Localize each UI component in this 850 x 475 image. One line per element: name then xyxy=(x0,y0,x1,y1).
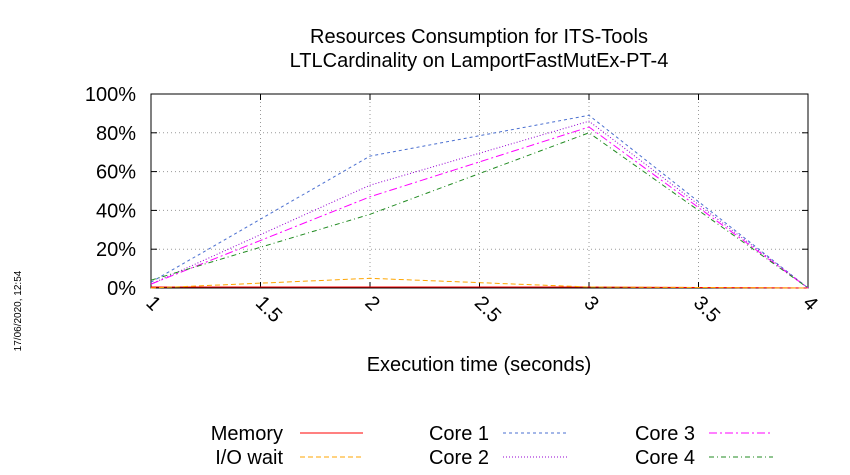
x-tick-label: 1.5 xyxy=(251,292,286,327)
series-line-core-4 xyxy=(150,132,809,289)
series-line-i-o-wait xyxy=(150,277,809,289)
y-tick-label: 80% xyxy=(96,123,136,145)
x-axis-label: Execution time (seconds) xyxy=(367,354,592,376)
grid xyxy=(151,94,808,288)
series-line-core-1 xyxy=(150,114,809,289)
series-line-core-3 xyxy=(150,126,809,289)
y-tick-label: 60% xyxy=(96,162,136,184)
chart-title-line-1: Resources Consumption for ITS-Tools xyxy=(310,26,648,48)
chart-title-line-2: LTLCardinality on LamportFastMutEx-PT-4 xyxy=(290,50,669,72)
timestamp: 17/06/2020, 12:54 xyxy=(13,270,24,351)
y-axis: 0% 20% 40% 60% 80% 100% xyxy=(85,84,808,300)
x-tick-label: 2.5 xyxy=(470,292,505,327)
x-tick-label: 1 xyxy=(141,292,164,315)
x-tick-label: 2 xyxy=(360,292,383,315)
y-tick-label: 20% xyxy=(96,239,136,261)
x-tick-label: 4 xyxy=(798,292,821,315)
legend-label-core-2: Core 2 xyxy=(429,447,489,469)
legend-label-core-1: Core 1 xyxy=(429,423,489,445)
x-tick-label: 3 xyxy=(579,292,602,315)
series-group xyxy=(150,114,809,289)
series-line-core-2 xyxy=(150,120,809,289)
y-tick-label: 0% xyxy=(107,278,136,300)
x-tick-label: 3.5 xyxy=(689,292,724,327)
legend-label-i-o-wait: I/O wait xyxy=(215,447,283,469)
y-tick-label: 100% xyxy=(85,84,136,106)
legend-label-memory: Memory xyxy=(211,423,283,445)
legend-label-core-3: Core 3 xyxy=(635,423,695,445)
legend-label-core-4: Core 4 xyxy=(635,447,695,469)
y-tick-label: 40% xyxy=(96,200,136,222)
